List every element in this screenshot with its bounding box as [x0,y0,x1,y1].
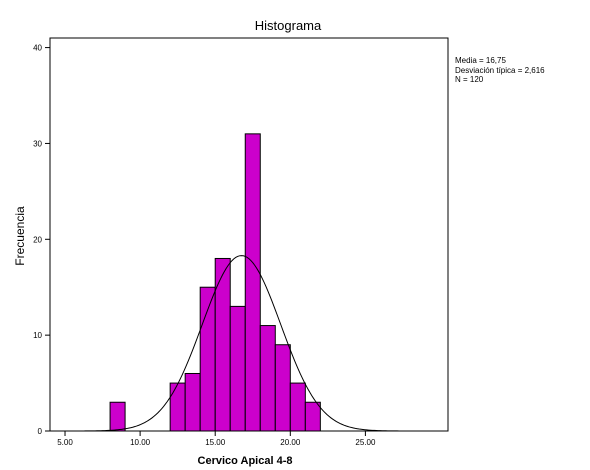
histogram-bar [109,401,126,432]
histogram-bar [244,133,261,432]
x-axis-label: Cervico Apical 4-8 [198,455,293,467]
y-tick-label: 40 [33,44,42,53]
y-axis: 0 10 20 30 40 [33,44,50,436]
stats-n: N = 120 [455,75,484,84]
stats-std: Desviación típica = 2,616 [455,65,545,75]
histogram-bar [229,305,246,432]
x-tick-label: 25.00 [355,438,376,447]
y-tick-label: 20 [33,235,42,244]
histogram-bar [304,401,321,432]
histogram-bar [259,325,276,432]
stats-mean: Media = 16,75 [455,56,506,65]
histogram-bar [274,344,291,432]
stats-box: Media = 16,75 Desviación típica = 2,616 … [455,56,545,85]
chart-title: Histograma [255,18,322,33]
x-tick-label: 20.00 [280,438,301,447]
histogram-bar [169,382,186,432]
x-tick-label: 5.00 [57,438,73,447]
x-tick-label: 15.00 [205,438,226,447]
y-axis-label: Frecuencia [13,206,27,266]
histogram-bar [289,382,306,432]
bars-layer [109,133,321,432]
y-tick-label: 30 [33,139,42,148]
x-axis: 5.00 10.00 15.00 20.00 25.00 [57,431,376,447]
x-tick-label: 10.00 [130,438,151,447]
y-tick-label: 0 [38,427,43,436]
normal-curve [59,255,439,432]
histogram-bar [184,372,201,432]
y-tick-label: 10 [33,331,42,340]
